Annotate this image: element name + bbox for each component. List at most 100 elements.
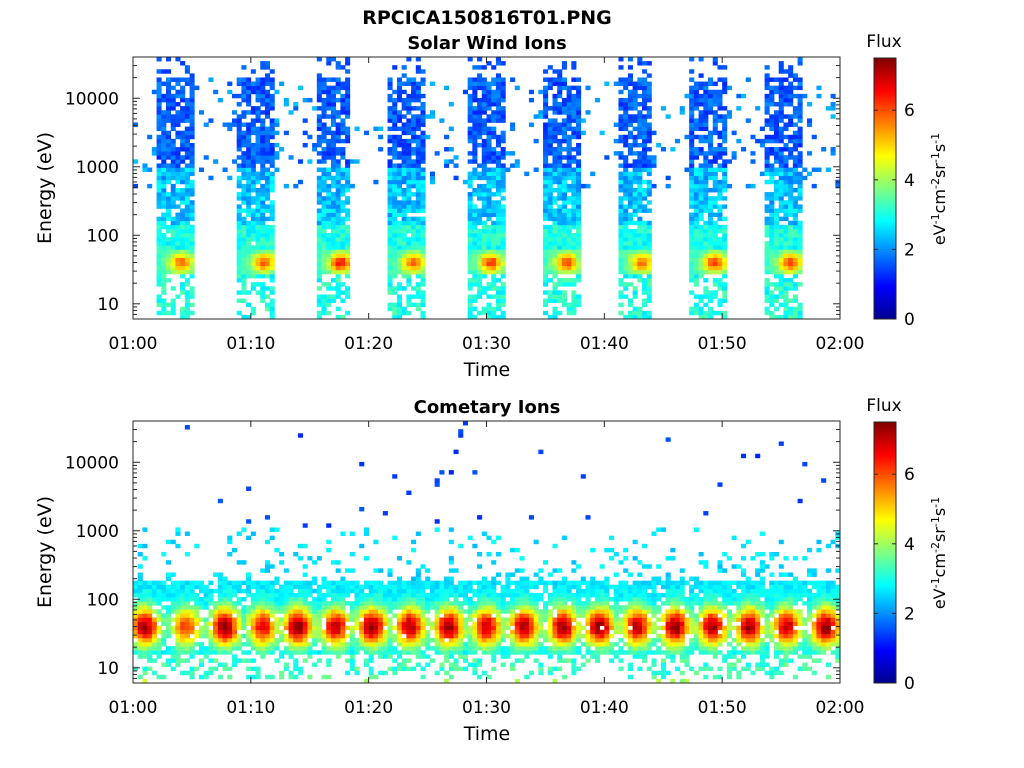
heatmap-cell (279, 617, 285, 622)
heatmap-cell (486, 61, 492, 66)
heatmap-cell (415, 167, 421, 172)
heatmap-cell (151, 89, 157, 95)
heatmap-cell (788, 233, 794, 238)
heatmap-cell (335, 568, 341, 573)
heatmap-cell (571, 245, 577, 250)
heatmap-cell (321, 151, 327, 156)
heatmap-cell (566, 302, 572, 308)
heatmap-cell (415, 159, 421, 164)
heatmap-cell (415, 588, 421, 594)
heatmap-cell (165, 617, 172, 622)
heatmap-cell (260, 298, 266, 303)
heatmap-cell (547, 142, 553, 148)
heatmap-cell (722, 282, 728, 287)
heatmap-cell (543, 142, 549, 148)
heatmap-cell (576, 245, 582, 250)
heatmap-cell (255, 175, 261, 181)
heatmap-cell (345, 670, 351, 676)
heatmap-cell (184, 310, 190, 316)
heatmap-cell (264, 224, 271, 230)
heatmap-cell (184, 253, 190, 258)
heatmap-cell (693, 310, 699, 316)
heatmap-cell (378, 584, 384, 590)
heatmap-cell (778, 179, 784, 185)
heatmap-cell (330, 617, 337, 622)
heatmap-cell (180, 167, 186, 172)
heatmap-cell (222, 666, 228, 672)
heatmap-cell (184, 65, 190, 70)
heatmap-cell (486, 89, 492, 95)
heatmap-cell (396, 241, 403, 246)
heatmap-cell (486, 196, 492, 201)
heatmap-cell (241, 642, 247, 647)
heatmap-cell (283, 633, 289, 639)
heatmap-cell (222, 576, 228, 581)
heatmap-cell (698, 314, 704, 320)
heatmap-cell (467, 245, 473, 250)
heatmap-cell (180, 147, 186, 152)
heatmap-cell (491, 89, 497, 95)
heatmap-cell (708, 237, 714, 242)
heatmap-cell (411, 539, 417, 545)
heatmap-cell (387, 257, 393, 263)
heatmap-cell (161, 253, 167, 258)
heatmap-cell (255, 97, 261, 103)
heatmap-cell (547, 85, 553, 91)
heatmap-cell (477, 233, 483, 238)
heatmap-cell (170, 588, 176, 594)
heatmap-cell (467, 183, 473, 189)
heatmap-cell (500, 228, 506, 234)
heatmap-cell (307, 609, 313, 614)
heatmap-cell (703, 286, 709, 291)
heatmap-cell (246, 196, 252, 201)
heatmap-cell (472, 65, 478, 70)
heatmap-cell (283, 183, 289, 189)
heatmap-cell (477, 265, 483, 271)
heatmap-cell (646, 130, 652, 136)
y-tick-label: 10000 (65, 89, 119, 109)
heatmap-cell (571, 192, 577, 197)
heatmap-cell (180, 273, 186, 279)
heatmap-cell (274, 592, 280, 598)
heatmap-cell (189, 151, 195, 156)
heatmap-cell (778, 249, 784, 254)
heatmap-cell (722, 224, 728, 230)
heatmap-cell (236, 269, 242, 275)
heatmap-cell (250, 81, 256, 86)
heatmap-cell (783, 159, 789, 164)
heatmap-cell (486, 179, 492, 185)
heatmap-cell (495, 294, 501, 299)
heatmap-cell (368, 654, 374, 659)
heatmap-cell (340, 580, 346, 586)
heatmap-cell (547, 261, 553, 267)
heatmap-cell (288, 654, 294, 659)
heatmap-cell (321, 294, 327, 299)
heatmap-cell (189, 257, 195, 263)
heatmap-cell (783, 290, 789, 295)
heatmap-cell (250, 621, 256, 627)
heatmap-cell (778, 89, 784, 95)
heatmap-cell (486, 212, 492, 217)
heatmap-cell (406, 237, 412, 242)
heatmap-cell (693, 85, 699, 91)
heatmap-cell (769, 208, 775, 213)
heatmap-cell (486, 224, 492, 230)
heatmap-cell (175, 134, 181, 140)
heatmap-cell (500, 89, 506, 95)
heatmap-cell (642, 196, 648, 201)
heatmap-cell (396, 253, 403, 258)
heatmap-cell (236, 613, 242, 618)
heatmap-cell (326, 196, 332, 201)
heatmap-cell (241, 122, 247, 127)
heatmap-cell (415, 151, 421, 156)
heatmap-cell (231, 592, 238, 598)
heatmap-cell (406, 637, 412, 643)
heatmap-cell (552, 138, 558, 144)
heatmap-cell (693, 278, 699, 283)
heatmap-cell (250, 286, 256, 291)
heatmap-cell (632, 314, 638, 320)
heatmap-cell (778, 196, 784, 201)
heatmap-cell (246, 666, 252, 672)
heatmap-cell (411, 179, 417, 185)
heatmap-cell (260, 265, 266, 271)
